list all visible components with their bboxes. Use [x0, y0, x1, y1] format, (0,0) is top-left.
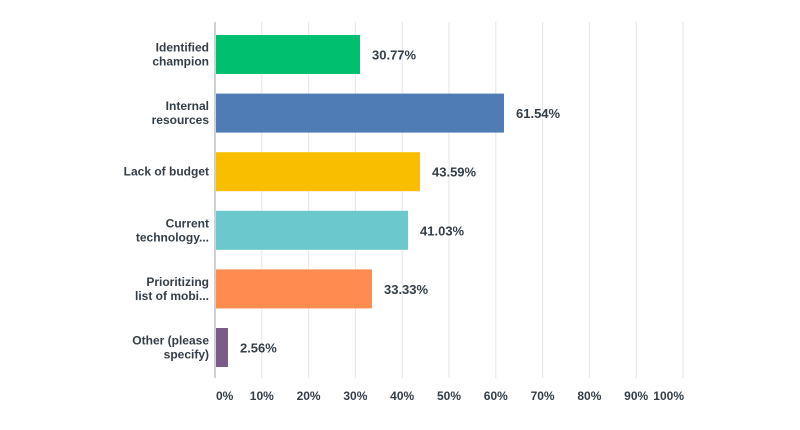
category-label: champion: [152, 55, 209, 69]
category-label: Identified: [156, 41, 209, 55]
category-label: Prioritizing: [146, 275, 209, 289]
value-label: 33.33%: [384, 282, 429, 297]
x-tick-label: 90%: [624, 389, 648, 403]
bar: [216, 93, 505, 133]
category-label: specify): [164, 348, 209, 362]
value-label: 2.56%: [240, 341, 277, 356]
value-label: 61.54%: [516, 106, 561, 121]
x-tick-label: 100%: [653, 389, 684, 403]
category-label: Other (please: [132, 334, 209, 348]
x-tick-label: 80%: [577, 389, 601, 403]
x-tick-label: 0%: [216, 389, 234, 403]
category-label: list of mobi...: [135, 289, 209, 303]
value-label: 43.59%: [432, 165, 477, 180]
category-label: resources: [152, 113, 210, 127]
bar: [216, 152, 421, 192]
category-label: technology...: [136, 230, 209, 244]
x-tick-label: 60%: [484, 389, 508, 403]
x-axis-tick-labels: 0% 10% 20% 30% 40% 50% 60% 70% 80% 90% 100%: [216, 389, 684, 403]
x-tick-label: 20%: [297, 389, 321, 403]
x-tick-label: 70%: [531, 389, 555, 403]
x-tick-label: 10%: [250, 389, 274, 403]
value-labels: 30.77% 61.54% 43.59% 41.03% 33.33% 2.56%: [240, 48, 561, 356]
bar: [216, 35, 361, 74]
bar: [216, 269, 372, 309]
category-label: Lack of budget: [124, 165, 209, 179]
category-label: Current: [166, 216, 209, 230]
bar: [216, 210, 409, 250]
category-label: Internal: [166, 99, 209, 113]
bars: [216, 35, 505, 367]
x-tick-label: 30%: [343, 389, 367, 403]
x-tick-label: 40%: [390, 389, 414, 403]
gridlines: [261, 22, 684, 378]
x-tick-label: 50%: [437, 389, 461, 403]
value-label: 41.03%: [420, 223, 465, 238]
value-label: 30.77%: [372, 48, 417, 63]
bar: [216, 328, 228, 367]
